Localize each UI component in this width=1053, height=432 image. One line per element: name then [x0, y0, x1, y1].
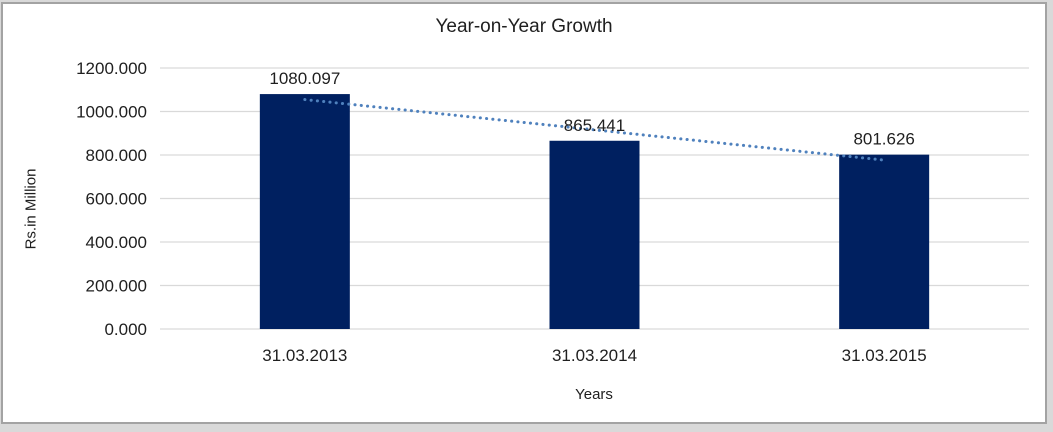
bar-value-label: 865.441: [564, 116, 625, 135]
trendline: [303, 98, 886, 162]
bar[interactable]: [259, 94, 350, 329]
x-axis-title: Years: [575, 386, 613, 403]
y-tick-label: 600.000: [86, 190, 147, 209]
bar-value-label: 801.626: [853, 130, 914, 149]
bar-value-label: 1080.097: [269, 69, 340, 88]
x-tick-label: 31.03.2015: [842, 346, 927, 365]
x-tick-label: 31.03.2013: [262, 346, 347, 365]
y-tick-label: 1000.000: [76, 103, 147, 122]
y-tick-label: 0.000: [104, 320, 147, 339]
y-tick-label: 400.000: [86, 233, 147, 252]
y-tick-label: 200.000: [86, 277, 147, 296]
y-axis-title: Rs.in Million: [22, 168, 40, 250]
x-tick-label: 31.03.2014: [552, 346, 637, 365]
bar[interactable]: [549, 140, 640, 329]
y-tick-label: 1200.000: [76, 59, 147, 78]
y-tick-label: 800.000: [86, 146, 147, 165]
bar[interactable]: [839, 154, 930, 329]
chart-title: Year-on-Year Growth: [435, 16, 613, 37]
